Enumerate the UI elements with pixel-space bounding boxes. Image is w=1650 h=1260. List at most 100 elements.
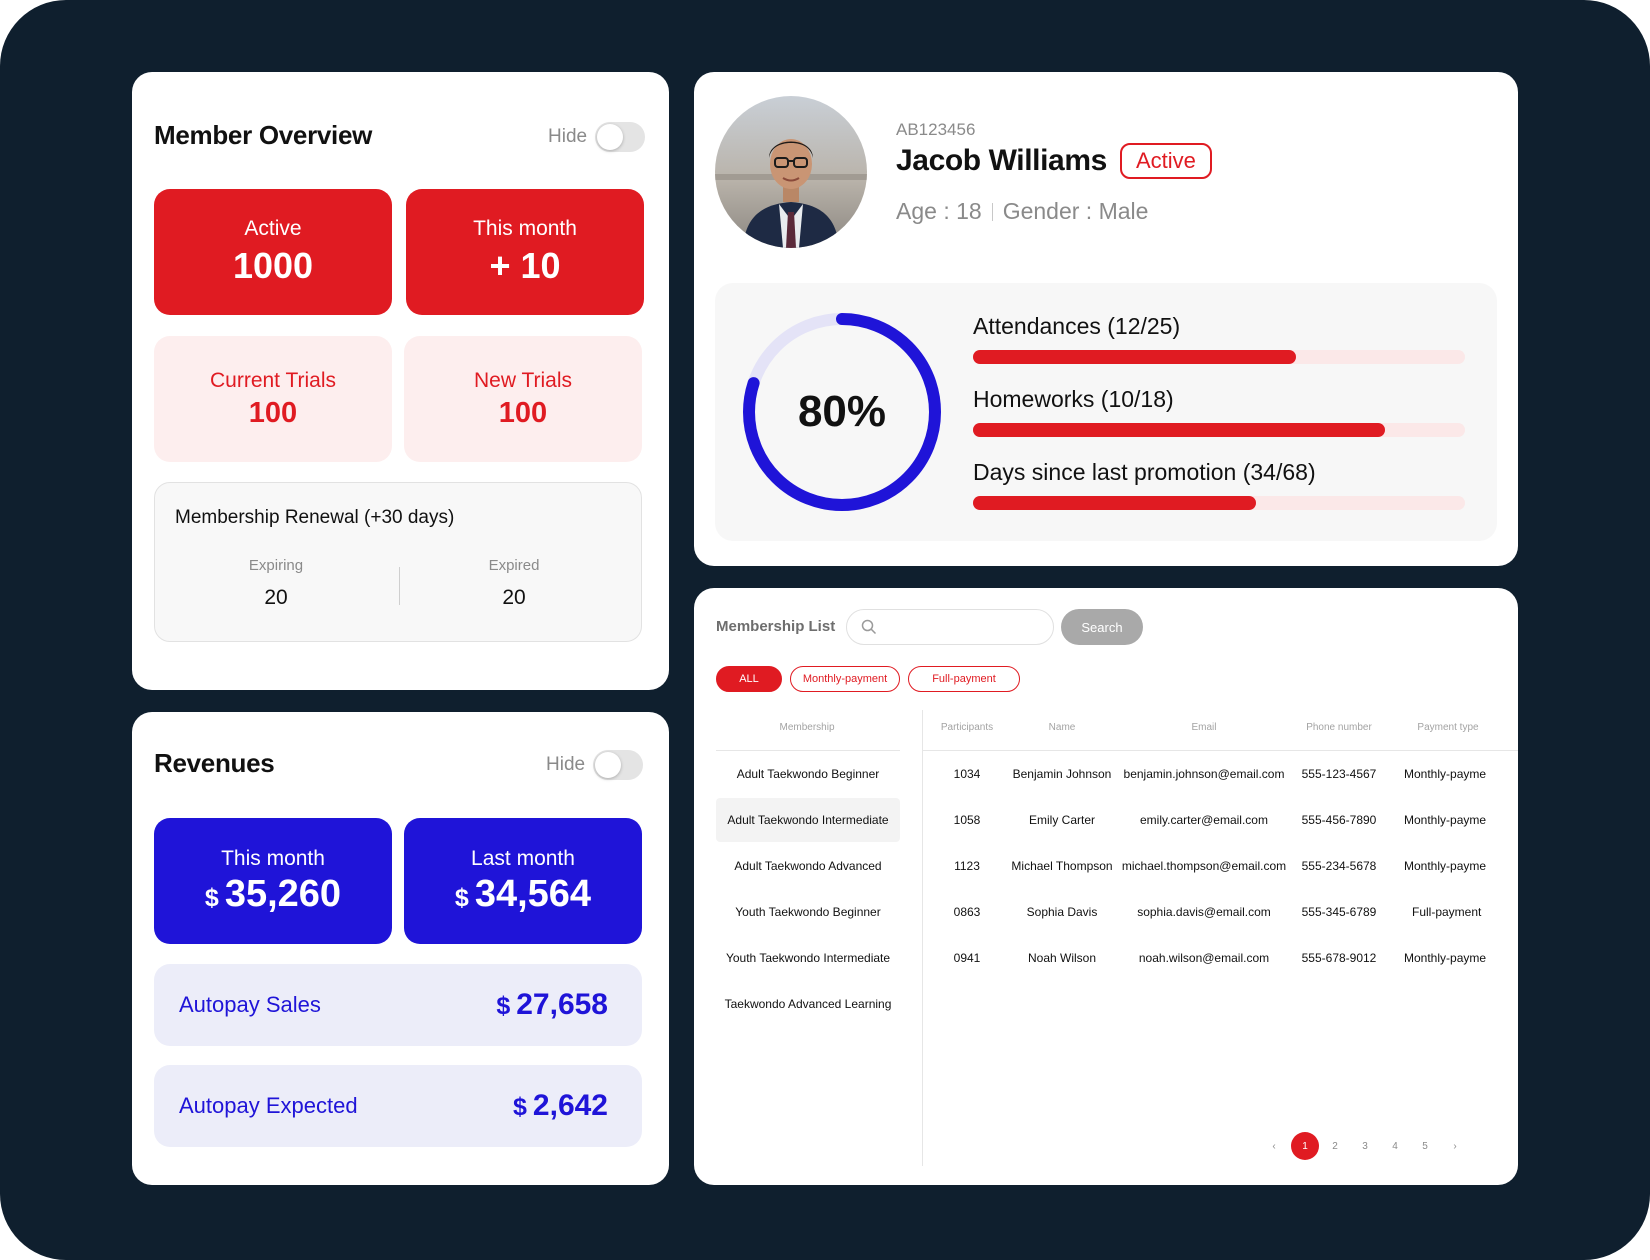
membership-renewal-box: Membership Renewal (+30 days) Expiring 2…	[154, 482, 642, 642]
homework-bar-fill	[973, 423, 1386, 437]
membership-item[interactable]: Taekwondo Advanced Learning	[724, 997, 892, 1011]
list-divider	[922, 710, 923, 1166]
filter-monthly-payment[interactable]: Monthly-payment	[790, 666, 900, 692]
column-header-name: Name	[1048, 722, 1076, 733]
toggle-switch[interactable]	[593, 750, 644, 780]
membership-item-selected[interactable]: Adult Taekwondo Intermediate	[716, 798, 900, 842]
homework-label: Homeworks (10/18)	[973, 386, 1174, 412]
cell-phone: 555-456-7890	[1301, 813, 1377, 827]
currency-symbol: $	[204, 883, 219, 912]
renewal-expired[interactable]: Expired 20	[414, 557, 614, 610]
promotion-bar	[973, 496, 1465, 510]
toggle-switch[interactable]	[595, 122, 646, 152]
cell-payment-type: Monthly-payme	[1404, 813, 1487, 827]
table-row[interactable]: 0941 Noah Wilson noah.wilson@email.com 5…	[694, 936, 1518, 980]
member-overview-hide-toggle[interactable]: Hide	[548, 122, 646, 152]
membership-item[interactable]: Youth Taekwondo Intermediate	[725, 951, 891, 965]
search-button[interactable]: Search	[1061, 609, 1143, 645]
column-header-participants: Participants	[940, 722, 994, 733]
hide-label: Hide	[546, 754, 586, 775]
current-trials-value: 100	[248, 396, 298, 429]
status-badge: Active	[1120, 143, 1212, 179]
autopay-expected-label: Autopay Expected	[179, 1093, 358, 1118]
membership-list-title: Membership List	[716, 618, 836, 635]
attendance-bar-fill	[973, 350, 1296, 364]
cell-email: benjamin.johnson@email.com	[1123, 767, 1285, 781]
filter-all[interactable]: ALL	[716, 666, 782, 692]
pagination-page[interactable]: 3	[1362, 1140, 1368, 1152]
expired-value: 20	[502, 586, 526, 609]
this-month-members-tile[interactable]: This month + 10	[406, 189, 644, 315]
autopay-sales-row[interactable]: Autopay Sales $27,658	[154, 964, 642, 1046]
column-header-phone: Phone number	[1306, 722, 1372, 733]
this-month-label: This month	[473, 217, 577, 240]
autopay-sales-label: Autopay Sales	[179, 992, 321, 1017]
attendance-bar	[973, 350, 1465, 364]
filter-full-payment[interactable]: Full-payment	[908, 666, 1020, 692]
revenue-this-month-label: This month	[221, 846, 325, 870]
search-field[interactable]	[846, 609, 1054, 645]
pagination-page[interactable]: 4	[1392, 1140, 1398, 1152]
avatar-photo	[715, 96, 867, 248]
search-icon	[861, 619, 877, 635]
cell-name: Sophia Davis	[1026, 905, 1098, 919]
revenue-last-month-tile[interactable]: Last month $34,564	[404, 818, 642, 944]
currency-symbol: $	[513, 1093, 527, 1121]
expiring-value: 20	[264, 586, 288, 609]
table-row[interactable]: 1058 Emily Carter emily.carter@email.com…	[694, 798, 1518, 842]
renewal-expiring[interactable]: Expiring 20	[176, 557, 376, 610]
renewal-divider	[399, 567, 400, 605]
autopay-expected-row[interactable]: Autopay Expected $2,642	[154, 1065, 642, 1147]
progress-ring-svg	[743, 313, 941, 511]
cell-phone: 555-345-6789	[1301, 905, 1377, 919]
new-trials-tile[interactable]: New Trials 100	[404, 336, 642, 462]
currency-symbol: $	[496, 992, 511, 1020]
pagination-page[interactable]: 5	[1422, 1140, 1428, 1152]
revenue-this-month-amount: $35,260	[205, 873, 341, 916]
revenue-last-month-label: Last month	[471, 846, 575, 870]
membership-item[interactable]: Adult Taekwondo Advanced	[734, 859, 882, 873]
table-header-divider	[922, 750, 1518, 751]
cell-payment-type: Monthly-payme	[1404, 767, 1487, 781]
current-trials-tile[interactable]: Current Trials 100	[154, 336, 392, 462]
cell-email: emily.carter@email.com	[1140, 813, 1268, 827]
search-input[interactable]	[883, 619, 1043, 635]
revenue-last-month-value: 34,564	[474, 872, 592, 915]
cell-payment-type: Monthly-payme	[1404, 951, 1487, 965]
autopay-expected-amount: $2,642	[513, 1089, 608, 1123]
hide-label: Hide	[548, 126, 588, 147]
table-row[interactable]: 1123 Michael Thompson michael.thompson@e…	[694, 844, 1518, 888]
membership-item[interactable]: Adult Taekwondo Beginner	[736, 767, 880, 781]
cell-participants: 0941	[953, 951, 981, 965]
new-trials-label: New Trials	[473, 368, 573, 392]
cell-participants: 1034	[953, 767, 981, 781]
expiring-label: Expiring	[248, 557, 304, 574]
revenue-this-month-value: 35,260	[224, 872, 342, 915]
pagination-next[interactable]: ›	[1453, 1140, 1457, 1152]
revenue-this-month-tile[interactable]: This month $35,260	[154, 818, 392, 944]
autopay-expected-value: 2,642	[532, 1089, 608, 1122]
pagination-page-current[interactable]: 1	[1291, 1132, 1319, 1160]
membership-item[interactable]: Youth Taekwondo Beginner	[735, 905, 881, 919]
active-members-tile[interactable]: Active 1000	[154, 189, 392, 315]
member-overview-card: Member Overview Hide Active 1000 This mo…	[132, 72, 669, 690]
progress-panel: 80% Attendances (12/25) Homeworks (10/18…	[715, 283, 1497, 541]
table-row[interactable]: 0863 Sophia Davis sophia.davis@email.com…	[694, 890, 1518, 934]
pagination-page[interactable]: 2	[1332, 1140, 1338, 1152]
pagination-prev[interactable]: ‹	[1272, 1140, 1276, 1152]
cell-email: noah.wilson@email.com	[1138, 951, 1270, 965]
cell-participants: 1058	[953, 813, 981, 827]
table-row[interactable]: 1034 Benjamin Johnson benjamin.johnson@e…	[694, 752, 1518, 796]
attendance-label: Attendances (12/25)	[973, 313, 1181, 339]
column-header-payment-type: Payment type	[1417, 722, 1479, 733]
toggle-knob	[595, 752, 622, 778]
cell-name: Emily Carter	[1028, 813, 1095, 827]
new-trials-value: 100	[498, 396, 548, 429]
autopay-sales-amount: $27,658	[496, 988, 608, 1022]
cell-email: sophia.davis@email.com	[1137, 905, 1271, 919]
currency-symbol: $	[454, 883, 469, 912]
ring-progress-arc	[743, 313, 941, 511]
revenues-hide-toggle[interactable]: Hide	[546, 750, 644, 780]
toggle-knob	[597, 124, 624, 150]
